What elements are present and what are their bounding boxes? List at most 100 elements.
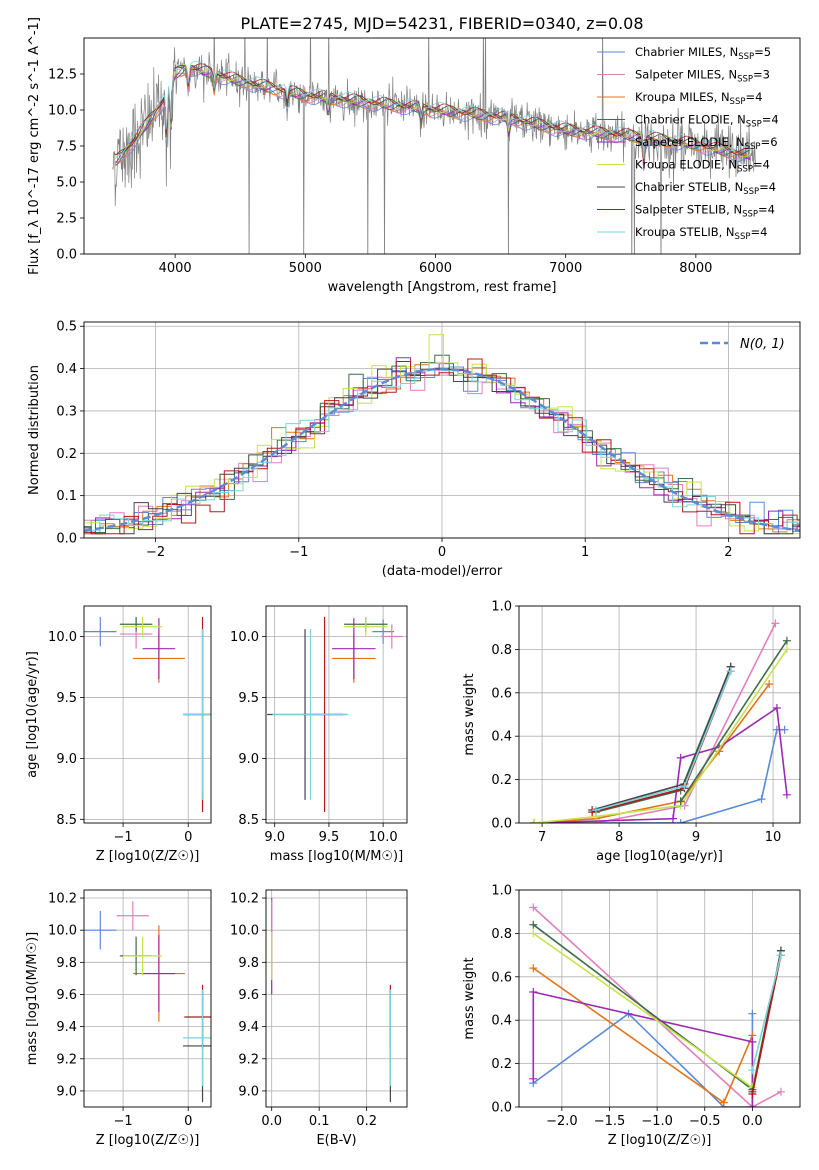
y-tick-label: 5.0: [56, 176, 77, 191]
y-tick-label: 10.0: [230, 924, 259, 939]
plot-area: [267, 616, 403, 813]
plot-area: [271, 898, 391, 1103]
mass-weight-line: [534, 648, 788, 823]
x-tick-label: 4000: [159, 261, 192, 276]
y-tick-label: 9.6: [238, 988, 259, 1003]
mass-weight-line: [534, 706, 788, 823]
x-tick-label: 1: [581, 545, 589, 560]
panel-spectrum: 4000 5000 6000 7000 8000 0.0 2.5 5.0 7.5 10.0 12.5…: [27, 17, 801, 295]
errorbar-point: [182, 629, 211, 800]
y-axis-label: mass [log10(M/M☉)]: [25, 932, 40, 1065]
y-tick-label: 9.4: [238, 1020, 259, 1035]
y-tick-label: 12.5: [48, 68, 77, 83]
errorbar-point: [142, 935, 176, 1013]
mass-weight-line: [532, 1012, 754, 1107]
x-tick-label: 0: [184, 830, 192, 845]
mass-weight-marker: [529, 987, 538, 996]
errorbar-point: [123, 616, 163, 637]
mass-weight-marker: [748, 1066, 757, 1075]
y-tick-label: 9.8: [56, 956, 77, 971]
mass-weight-line: [591, 666, 732, 811]
axes-frame: [83, 605, 212, 824]
y-tick-label: 8.5: [56, 813, 77, 828]
legend-entry: Kroupa MILES, NSSP=4: [635, 90, 762, 107]
x-tick-label: 8000: [679, 261, 712, 276]
x-tick-label: 10.0: [369, 830, 398, 845]
y-tick-label: 0.0: [491, 817, 512, 832]
mass-weight-marker: [776, 951, 785, 960]
x-tick-label: 7000: [549, 261, 582, 276]
y-tick-label: 0.8: [491, 927, 512, 942]
panel-mw-Z: −2.0 −1.5 −1.0 −0.5 0.0 0.0 0.2 0.4 0.6 0.8 1.0 Z […: [462, 884, 801, 1148]
mass-weight-marker: [771, 619, 780, 628]
y-axis-label: Flux [f_λ 10^-17 erg cm^-2 s^-1 A^-1]: [27, 17, 42, 275]
mass-weight-line: [532, 967, 754, 1104]
plot-area: [84, 616, 211, 813]
x-tick-label: 0: [184, 1114, 192, 1129]
errorbar-point: [182, 989, 211, 1087]
plot-area: [530, 619, 791, 823]
legend-entry: Salpeter MILES, NSSP=3: [635, 68, 770, 85]
x-axis-label: Z [log10(Z/Z☉)]: [608, 1133, 712, 1148]
y-tick-label: 9.0: [56, 752, 77, 767]
x-tick-label: 2: [724, 545, 732, 560]
y-tick-label: 10.0: [48, 104, 77, 119]
mass-weight-marker: [529, 964, 538, 973]
axes-frame: [83, 321, 801, 539]
y-tick-label: 0.4: [491, 730, 512, 745]
mass-weight-line: [534, 623, 777, 823]
axes-frame: [265, 605, 408, 824]
y-axis-label: age [log10(age/yr)]: [25, 651, 40, 778]
x-tick-label: 0.2: [356, 1114, 377, 1129]
y-tick-label: 9.8: [238, 956, 259, 971]
mass-weight-marker: [780, 725, 789, 734]
y-tick-label: 0.0: [56, 248, 77, 263]
mass-weight-marker: [748, 1037, 757, 1046]
mass-weight-line: [680, 640, 788, 802]
errorbar-point: [84, 910, 117, 950]
y-axis-label: mass weight: [462, 957, 477, 1039]
mass-weight-marker: [676, 819, 685, 823]
axes-frame: [265, 889, 408, 1108]
x-axis-label: E(B-V): [316, 1133, 356, 1148]
legend-entry: Chabrier STELIB, NSSP=4: [635, 180, 776, 197]
histogram-step: [85, 362, 800, 531]
figure-title: PLATE=2745, MJD=54231, FIBERID=0340, z=0…: [240, 14, 643, 33]
x-axis-label: wavelength [Angstrom, rest frame]: [328, 280, 557, 295]
x-tick-label: −1: [289, 545, 308, 560]
y-tick-label: 1.0: [491, 600, 512, 615]
mass-weight-line: [751, 954, 782, 1095]
y-tick-label: 0.4: [56, 362, 77, 377]
y-tick-label: 0.2: [491, 1057, 512, 1072]
errorbar-point: [123, 936, 163, 976]
axes-frame: [518, 605, 801, 824]
errorbar-point: [380, 624, 403, 649]
x-tick-label: 5000: [289, 261, 322, 276]
mass-weight-marker: [748, 1009, 757, 1018]
mass-weight-marker: [726, 667, 735, 676]
y-tick-label: 9.0: [238, 752, 259, 767]
y-tick-label: 7.5: [56, 140, 77, 155]
model-spectrum-line: [114, 60, 751, 160]
y-tick-label: 0.6: [491, 686, 512, 701]
x-tick-label: 8: [615, 830, 623, 845]
y-tick-label: 0.0: [56, 532, 77, 547]
mass-weight-marker: [676, 753, 685, 762]
y-tick-label: 1.0: [491, 884, 512, 899]
y-tick-label: 0.1: [56, 489, 77, 504]
mass-weight-marker: [529, 920, 538, 929]
x-axis-label: Z [log10(Z/Z☉)]: [96, 849, 200, 864]
x-tick-label: 9.5: [319, 830, 340, 845]
errorbar-point: [272, 629, 349, 800]
panel-mass-Z: −1 0 9.0 9.2 9.4 9.6 9.8 10.0 10.2 Z [log10(Z/Z☉)…: [25, 889, 212, 1148]
plot-area: [112, 38, 757, 254]
errorbar-point: [344, 616, 388, 637]
y-tick-label: 9.4: [56, 1020, 77, 1035]
x-tick-label: −1: [113, 830, 132, 845]
errorbar-point: [372, 619, 394, 644]
panel-mass-ebv: 0.0 0.1 0.2 9.0 9.2 9.4 9.6 9.8 10.0 10.2 E(B-V): [230, 889, 408, 1148]
mass-weight-line: [532, 906, 782, 1107]
axes-frame: [83, 37, 801, 255]
legend-entry: Chabrier ELODIE, NSSP=4: [635, 113, 779, 130]
y-tick-label: 9.0: [238, 1084, 259, 1099]
